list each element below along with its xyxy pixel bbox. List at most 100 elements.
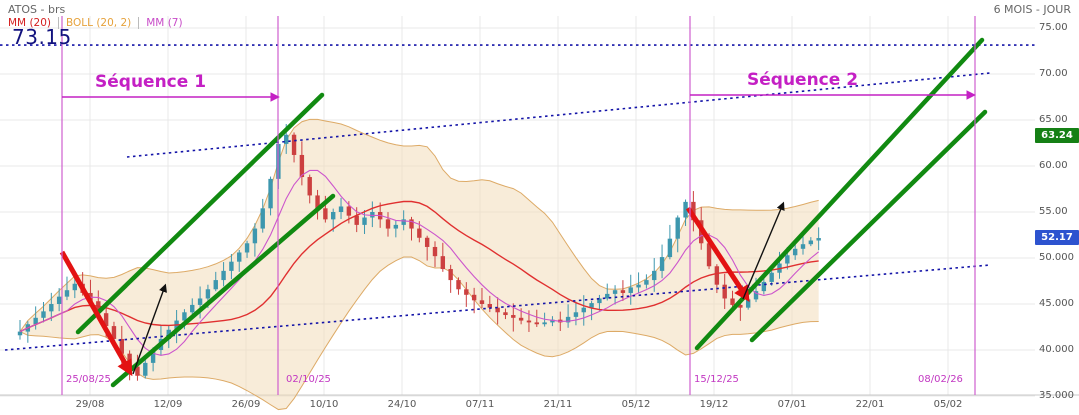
candle-body (808, 240, 814, 245)
price-level-label[interactable]: 73.15 (12, 25, 72, 49)
trend-line-green[interactable] (110, 193, 336, 388)
candle-body (471, 294, 477, 301)
candle-body (581, 307, 586, 313)
y-axis-label: 55.00 (1039, 206, 1068, 217)
candle-body (479, 300, 485, 304)
sequence-2-label[interactable]: Séquence 2 (747, 70, 859, 90)
candle-body (41, 311, 46, 318)
candle-body (260, 208, 265, 229)
candle-body (706, 243, 712, 267)
y-axis-label: 40.000 (1039, 344, 1074, 355)
bollinger-lower (19, 256, 819, 411)
candle-body (753, 291, 759, 300)
candle-body (628, 287, 633, 293)
candle-body (667, 238, 673, 258)
trend-line-green[interactable] (749, 109, 988, 343)
candle-body (315, 195, 320, 209)
x-axis-label: 12/09 (153, 399, 183, 410)
x-axis-label: 07/11 (465, 399, 495, 410)
candle-body (17, 331, 23, 336)
x-axis-label: 05/12 (621, 399, 651, 410)
y-axis-label: 65.00 (1039, 114, 1068, 125)
sequence-1-label[interactable]: Séquence 1 (95, 72, 207, 92)
x-axis-label: 29/08 (75, 399, 105, 410)
trend-line-green[interactable] (75, 92, 325, 335)
candle-body (542, 322, 547, 325)
candle-body (252, 228, 258, 244)
legend-mm20[interactable]: MM (20) (8, 17, 52, 29)
candle-body (346, 206, 352, 216)
x-axis-label: 10/10 (309, 399, 339, 410)
candle-body (237, 252, 242, 262)
candle-body (299, 154, 305, 178)
candle-body (683, 201, 688, 218)
candle-body (675, 217, 680, 239)
candle-body (385, 219, 391, 229)
timeframe-label[interactable]: 6 MOIS - JOUR (993, 3, 1071, 16)
candle-body (221, 270, 226, 281)
candle-body (150, 350, 156, 363)
candle-body (401, 219, 406, 225)
x-axis-label: 24/10 (387, 399, 417, 410)
candle-body (550, 319, 555, 323)
candle-body (432, 246, 438, 257)
y-axis-label: 75.00 (1039, 22, 1068, 33)
x-axis-label: 26/09 (231, 399, 261, 410)
candle-body (722, 284, 727, 299)
candle-body (769, 272, 774, 282)
candle-body (213, 280, 218, 290)
candle-body (64, 290, 70, 297)
candle-body (495, 307, 500, 313)
legend-mm7[interactable]: MM (7) (138, 17, 189, 29)
candle-body (284, 134, 289, 144)
candle-body (362, 217, 367, 225)
black-arrow[interactable] (132, 283, 167, 375)
y-axis-label: 70.00 (1039, 68, 1068, 79)
candle-body (49, 304, 54, 312)
candle-body (464, 289, 469, 295)
candle-body (103, 313, 109, 327)
x-axis-label: 21/11 (543, 399, 573, 410)
candle-body (393, 224, 399, 229)
candle-body (417, 228, 422, 238)
candle-body (331, 212, 336, 220)
candle-body (761, 281, 767, 292)
red-arrow[interactable] (685, 206, 750, 303)
candle-body (456, 280, 461, 290)
vline-date-label-1: 25/08/25 (66, 374, 111, 385)
candle-body (96, 301, 101, 314)
legend-bollinger[interactable]: BOLL (20, 2) (58, 17, 138, 29)
candle-body (503, 312, 508, 316)
candle-body (354, 215, 359, 225)
candle-body (307, 177, 312, 196)
black-arrow[interactable] (742, 201, 785, 300)
x-axis-label: 07/01 (777, 399, 807, 410)
candle-body (33, 317, 38, 325)
candle-body (511, 315, 516, 318)
candle-body (182, 312, 187, 321)
candle-body (119, 338, 124, 354)
red-arrow[interactable] (59, 250, 133, 377)
candle-body (691, 201, 696, 221)
y-axis-label: 35.000 (1039, 390, 1074, 401)
candle-body (205, 289, 211, 299)
candle-body (424, 237, 430, 247)
candle-body (518, 317, 524, 321)
candle-body (244, 243, 250, 253)
x-axis-label: 19/12 (699, 399, 729, 410)
candle-body (135, 366, 140, 376)
candle-body (636, 284, 641, 288)
y-axis-label: 45.000 (1039, 298, 1074, 309)
candle-body (785, 255, 790, 264)
dotted-trendline[interactable] (4, 264, 991, 351)
candle-body (652, 270, 657, 281)
candle-body (597, 298, 602, 304)
candle-body (816, 238, 821, 241)
candle-body (291, 134, 297, 155)
bollinger-band (20, 119, 819, 410)
chart-title: ATOS - brs (8, 3, 66, 16)
candle-body (56, 296, 62, 304)
candle-body (448, 269, 453, 281)
candle-body (111, 326, 117, 339)
